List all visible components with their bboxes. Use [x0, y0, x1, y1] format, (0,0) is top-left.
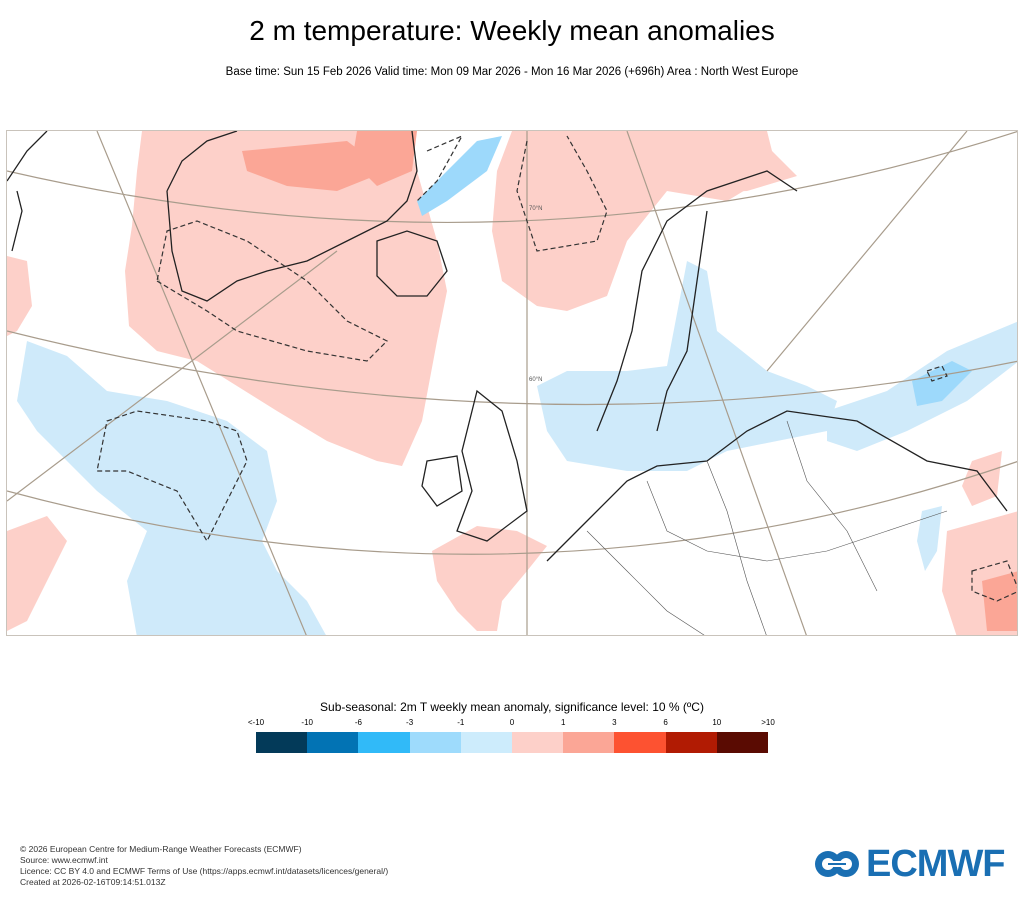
chart-subtitle: Base time: Sun 15 Feb 2026 Valid time: M… — [225, 66, 799, 78]
legend-swatch — [512, 732, 564, 753]
legend-tick: >10 — [761, 718, 775, 727]
footer-created: Created at 2026-02-16T09:14:51.013Z — [20, 877, 166, 887]
legend-swatch — [665, 732, 717, 753]
warm-region-greenland-ne — [352, 131, 417, 186]
footer-licence: Licence: CC BY 4.0 and ECMWF Terms of Us… — [20, 866, 389, 876]
warm-region-biscay — [432, 526, 547, 631]
warm-region-west-edge — [7, 256, 32, 336]
legend-swatch — [460, 732, 513, 753]
country-borders — [586, 420, 948, 635]
cold-region-atlantic — [17, 341, 326, 635]
warm-region-greenland-mid — [242, 141, 387, 191]
warm-region-greenland-atlantic — [125, 131, 447, 466]
coast-uk — [456, 389, 528, 542]
meridian-east-1 — [626, 131, 807, 635]
coast-norway — [596, 170, 798, 432]
anomaly-map: 70°N 60°N — [6, 130, 1018, 636]
parallel-60n — [7, 330, 1017, 406]
coast-iceland — [376, 230, 448, 297]
coastlines — [7, 131, 1008, 562]
graticule — [7, 131, 1017, 635]
chart-title: 2 m temperature: Weekly mean anomalies — [249, 15, 775, 46]
meridian-west-1 — [96, 131, 307, 635]
footer-source: Source: www.ecmwf.int — [20, 855, 108, 865]
color-scale-bar — [256, 732, 769, 753]
legend-tick: -3 — [406, 718, 414, 727]
coast-west-greenland — [7, 131, 48, 252]
cold-region-denmark-strait — [417, 136, 502, 216]
coast-sweden — [656, 210, 708, 432]
coast-greenland — [166, 131, 418, 302]
legend-tick: 1 — [560, 718, 566, 727]
coast-continent — [546, 410, 1008, 562]
legend-swatch — [409, 732, 461, 753]
warm-region-barents — [647, 146, 797, 193]
legend-tick: 3 — [612, 718, 617, 727]
legend-tick: -6 — [354, 718, 362, 727]
legend-tick: -10 — [301, 718, 313, 727]
footer-copyright: © 2026 European Centre for Medium-Range … — [20, 844, 302, 854]
footer-credits: © 2026 European Centre for Medium-Range … — [20, 844, 388, 888]
legend-swatch — [256, 732, 308, 753]
legend-tick: 10 — [712, 718, 722, 727]
legend-swatch — [307, 732, 359, 753]
legend-swatch — [358, 732, 410, 753]
meridian-east-2 — [766, 131, 968, 372]
ecmwf-logo-icon — [815, 851, 859, 877]
legend-ticks: <-10 -10 -6 -3 -1 0 1 3 6 10 >10 — [248, 718, 775, 730]
legend-tick: <-10 — [247, 718, 265, 727]
meridian-west-2 — [7, 250, 338, 502]
map-canvas: 70°N 60°N — [7, 131, 1017, 635]
warm-region-se-mid — [982, 571, 1017, 631]
cold-region-baltic — [537, 261, 837, 471]
legend-tick: 6 — [663, 718, 668, 727]
legend-title: Sub-seasonal: 2m T weekly mean anomaly, … — [320, 700, 704, 714]
cold-region-black-sea — [917, 506, 942, 571]
cold-anomaly-regions — [17, 136, 1017, 635]
legend-tick: 0 — [509, 718, 515, 727]
ecmwf-logo: ECMWF — [814, 843, 1006, 885]
parallel-50n — [7, 461, 1017, 555]
coast-ireland — [421, 455, 463, 507]
legend-swatch — [716, 732, 769, 753]
lat-label-70n: 70°N — [529, 206, 542, 212]
significance-contours — [96, 134, 1017, 602]
legend-swatch — [563, 732, 615, 753]
ecmwf-logo-text: ECMWF — [866, 842, 1006, 885]
lat-label-60n: 60°N — [529, 377, 542, 383]
legend-swatch — [614, 732, 666, 753]
warm-anomaly-regions — [7, 131, 1017, 635]
legend-tick: -1 — [457, 718, 465, 727]
parallel-70n — [7, 131, 1017, 224]
warm-region-southwest — [7, 516, 67, 631]
